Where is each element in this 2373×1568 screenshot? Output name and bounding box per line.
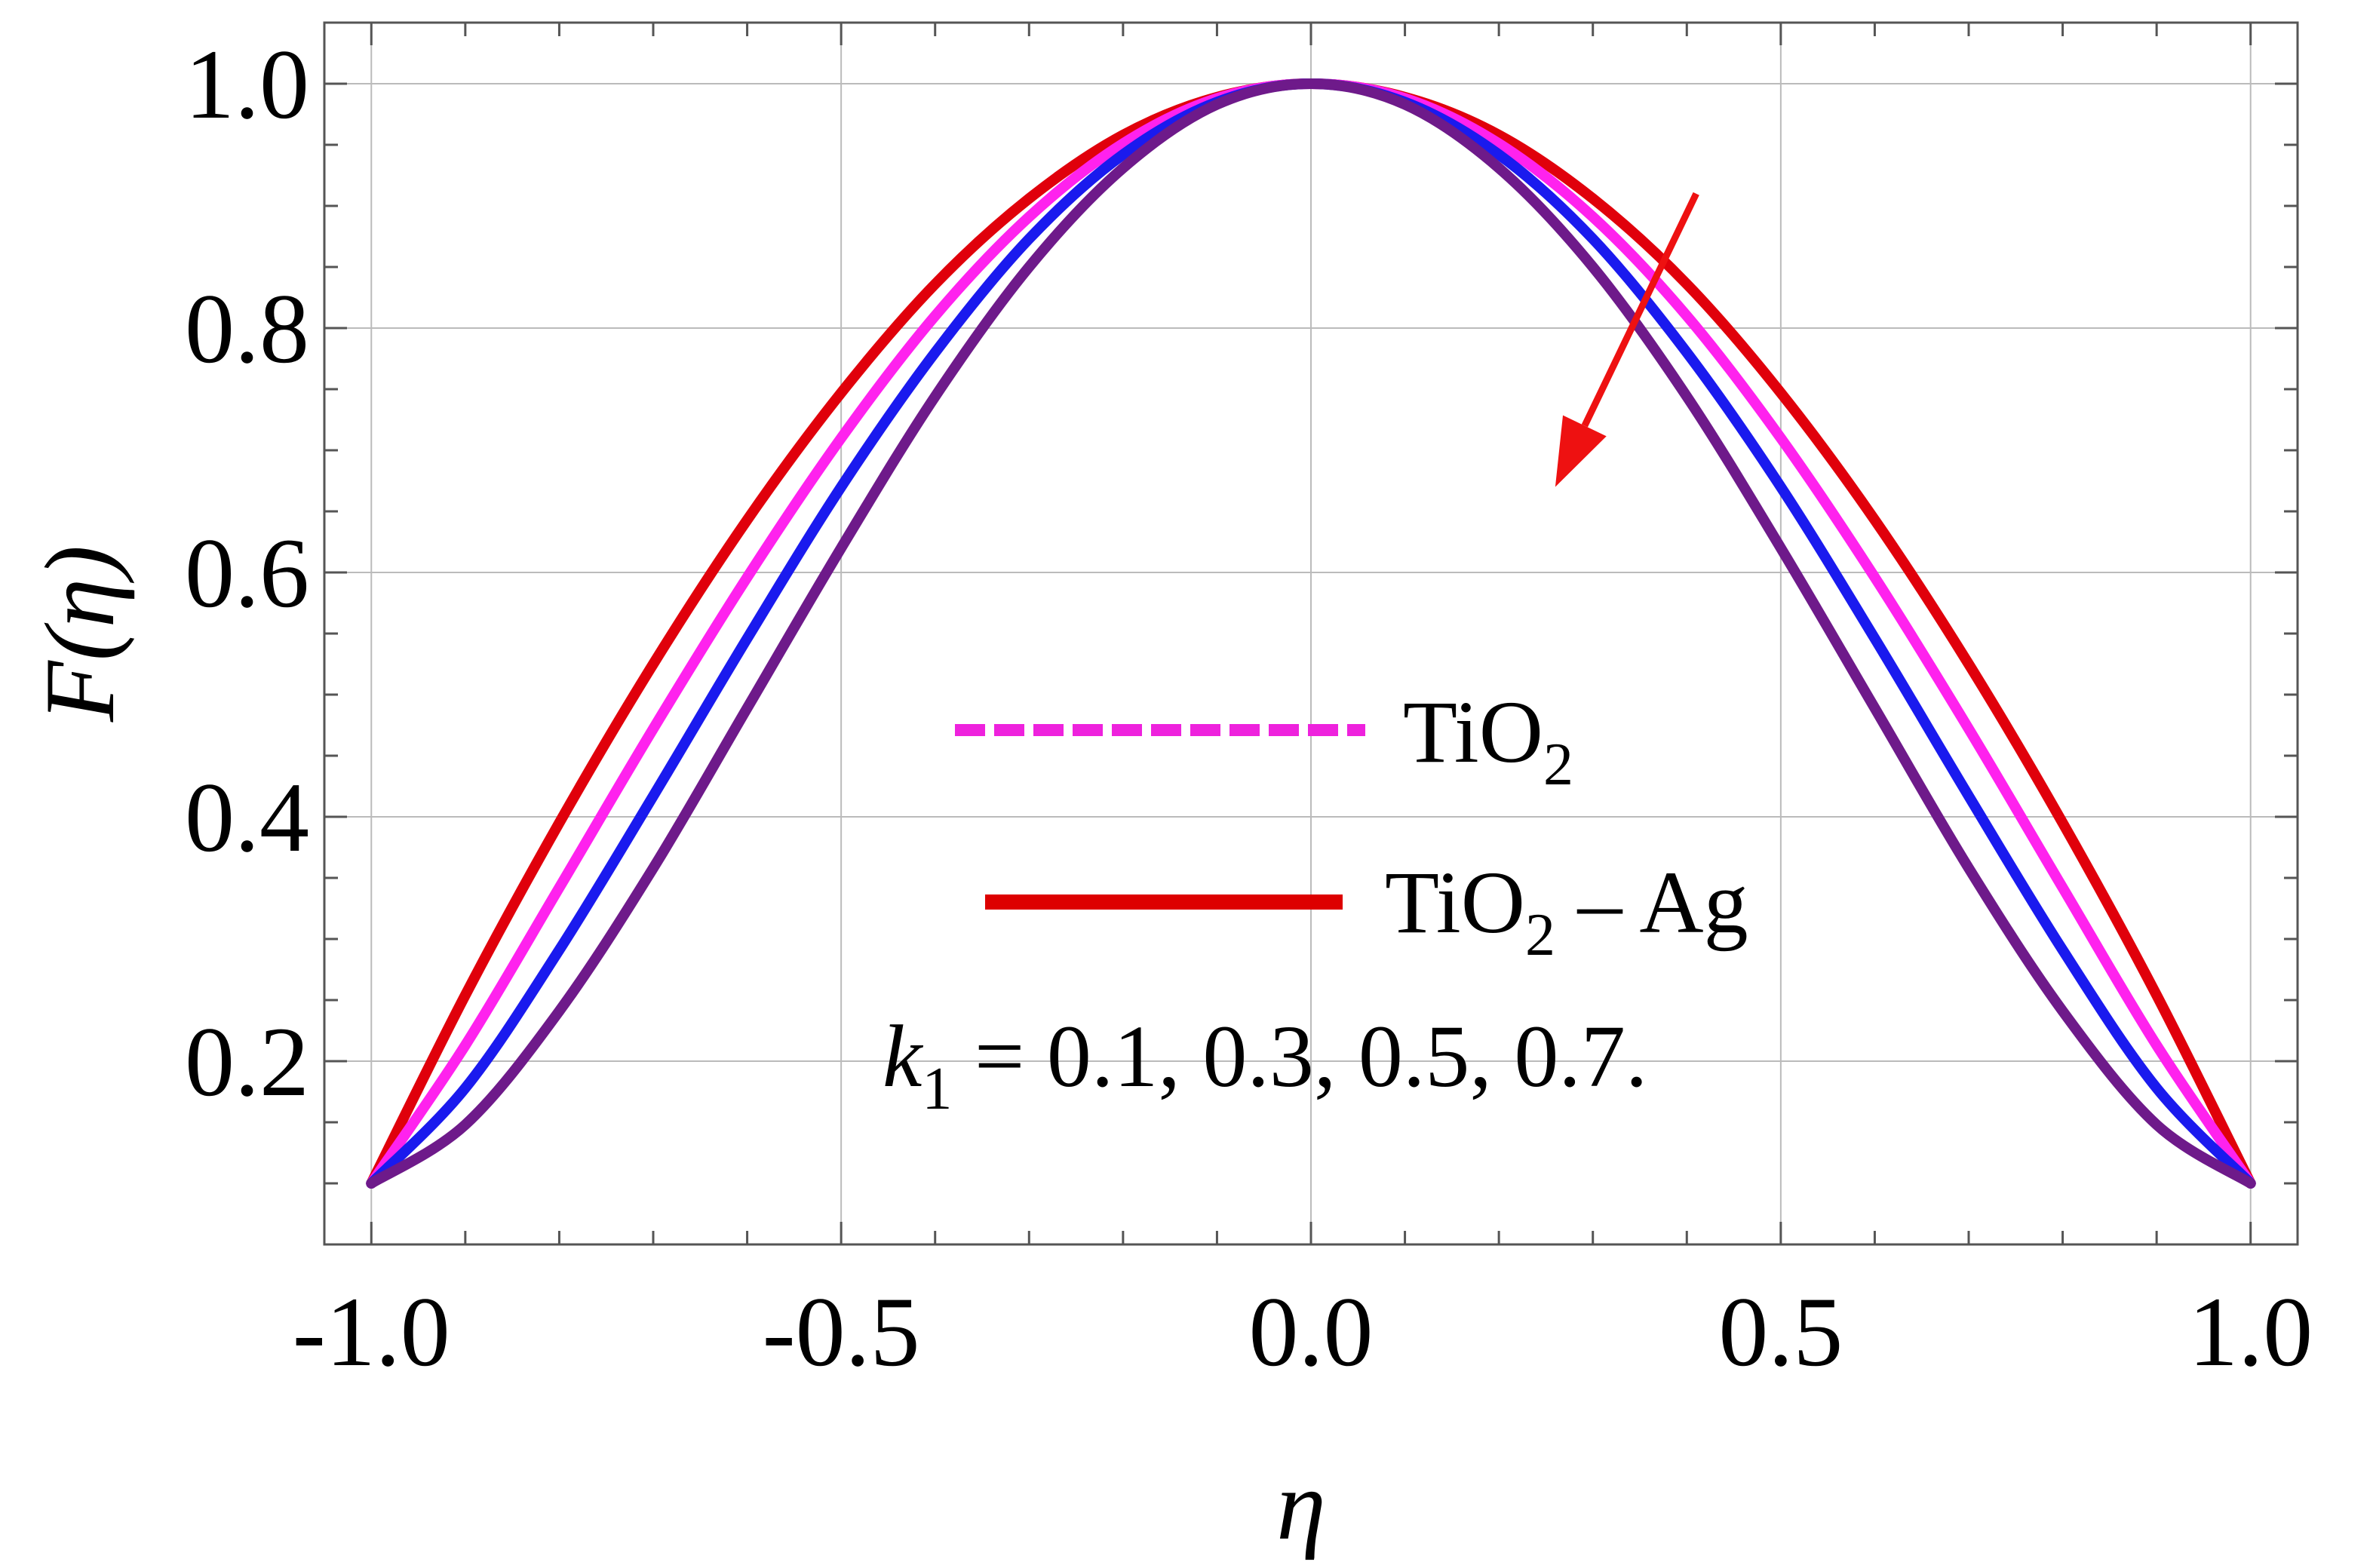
y-tick-labels: 0.2 0.4 0.6 0.8 1.0: [185, 29, 309, 1117]
grid: [324, 23, 2298, 1244]
x-tick-label: -0.5: [763, 1276, 920, 1387]
series-line-4: [366, 78, 2256, 1189]
legend-label-tio2-ag: TiO2 – Ag: [1385, 853, 1748, 968]
series-group: [366, 78, 2256, 1189]
x-tick-labels: -1.0 -0.5 0.0 0.5 1.0: [293, 1276, 2313, 1387]
y-tick-label: 0.4: [185, 762, 309, 873]
y-axis-label: F(η): [24, 545, 135, 723]
k1-annotation: k1 = 0.1, 0.3, 0.5, 0.7.: [883, 1007, 1647, 1122]
arrow-head: [1555, 415, 1607, 487]
ticks: [324, 23, 2298, 1244]
y-tick-label: 0.6: [185, 517, 309, 628]
arrow-shaft: [1581, 192, 1699, 428]
x-axis-label: η: [1276, 1450, 1325, 1560]
y-tick-label: 0.2: [185, 1006, 309, 1117]
x-tick-label: 1.0: [2188, 1276, 2313, 1387]
y-tick-label: 1.0: [185, 29, 309, 140]
legend: TiO2 TiO2 – Ag: [955, 683, 1748, 968]
x-tick-label: -1.0: [293, 1276, 450, 1387]
x-tick-label: 0.5: [1718, 1276, 1843, 1387]
x-tick-label: 0.0: [1249, 1276, 1374, 1387]
y-tick-label: 0.8: [185, 273, 309, 384]
legend-label-tio2: TiO2: [1403, 683, 1573, 798]
trend-arrow: [1555, 192, 1699, 487]
